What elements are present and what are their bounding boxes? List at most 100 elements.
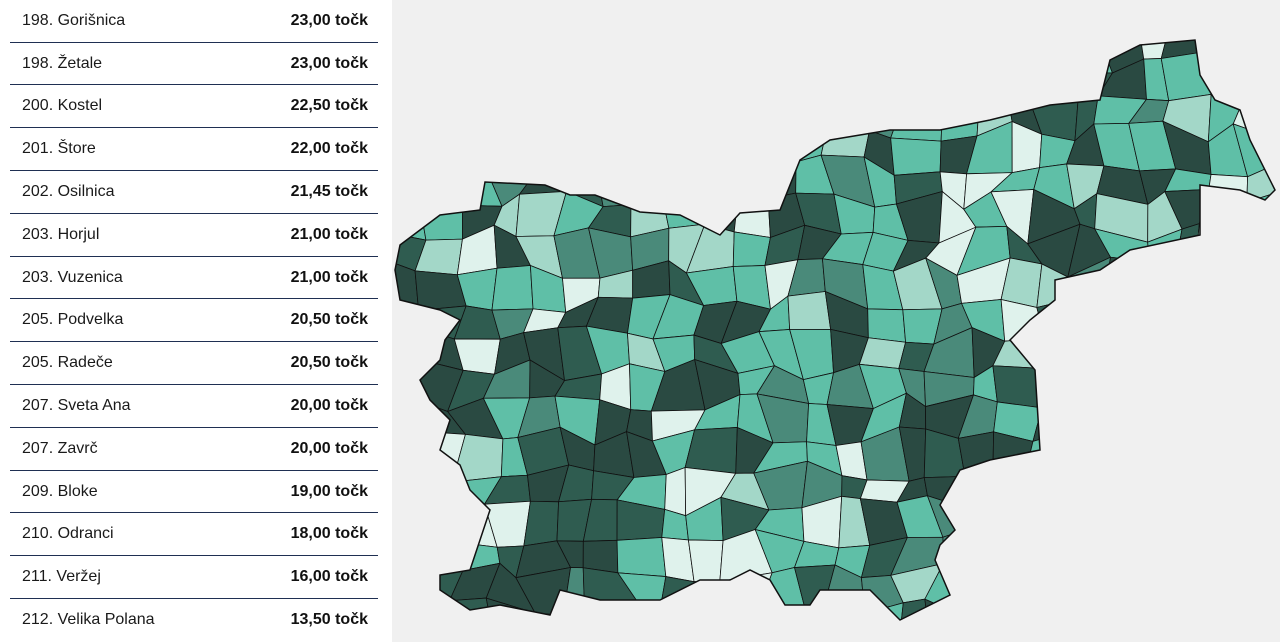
municipality <box>1174 563 1215 614</box>
municipality <box>890 137 942 176</box>
municipality <box>1234 536 1275 575</box>
municipality <box>1164 432 1208 480</box>
municipality <box>703 194 739 233</box>
municipality <box>1093 366 1142 416</box>
municipality <box>1126 607 1176 620</box>
municipality <box>1204 336 1250 381</box>
points: 21,00 točk <box>290 225 368 243</box>
municipality <box>867 308 907 343</box>
municipality <box>557 609 585 620</box>
points: 21,00 točk <box>290 268 368 286</box>
municipality <box>1204 500 1242 546</box>
municipality-name: 198. Gorišnica <box>22 11 126 29</box>
municipality <box>523 500 560 547</box>
municipality <box>1038 364 1074 409</box>
municipality <box>1198 372 1250 403</box>
municipality <box>621 156 664 206</box>
municipality <box>1136 370 1173 414</box>
ranking-list: 198. Gorišnica 23,00 točk 198. Žetale 23,00… <box>0 0 392 642</box>
municipality <box>1265 435 1275 465</box>
municipality <box>1038 603 1076 620</box>
municipality <box>719 102 769 134</box>
ranking-row: 210. Odranci 18,00 točk <box>10 514 378 557</box>
municipality <box>1064 529 1102 577</box>
municipality <box>959 40 1002 67</box>
municipality <box>1198 188 1248 236</box>
municipality <box>822 40 876 72</box>
municipality <box>1044 576 1076 617</box>
municipality-map <box>392 0 1280 642</box>
municipality <box>395 124 434 173</box>
municipality <box>1239 604 1275 620</box>
ranking-row: 212. Velika Polana 13,50 točk <box>10 599 378 642</box>
municipality-name: 203. Horjul <box>22 225 100 243</box>
municipality <box>1061 460 1109 516</box>
municipality <box>859 602 904 620</box>
municipality <box>822 607 866 620</box>
municipality <box>491 265 534 311</box>
municipality <box>804 40 836 73</box>
municipality <box>689 58 733 105</box>
municipality <box>531 124 561 177</box>
municipality <box>551 124 595 177</box>
municipality <box>481 132 534 177</box>
municipality <box>891 40 946 59</box>
municipality <box>420 97 462 126</box>
municipality <box>1064 573 1109 615</box>
municipality <box>531 40 569 68</box>
municipality <box>1063 395 1114 444</box>
municipality <box>395 536 428 577</box>
municipality <box>420 163 464 209</box>
points: 23,00 točk <box>290 11 368 29</box>
municipality <box>1003 563 1046 617</box>
municipality <box>596 40 629 69</box>
municipality <box>1238 229 1269 277</box>
municipality <box>420 61 455 108</box>
municipality <box>1231 503 1275 544</box>
municipality <box>1207 563 1250 614</box>
municipality <box>992 530 1046 578</box>
municipality <box>1108 408 1143 447</box>
municipality <box>582 539 619 574</box>
municipality-name: 207. Sveta Ana <box>22 396 131 414</box>
municipality <box>1069 295 1116 332</box>
municipality <box>1128 296 1181 346</box>
municipality <box>897 598 930 620</box>
municipality <box>395 481 430 517</box>
municipality-name: 200. Kostel <box>22 97 103 115</box>
municipality <box>1233 303 1275 338</box>
points: 19,00 točk <box>290 482 368 500</box>
points: 20,50 točk <box>290 354 368 372</box>
municipality-name: 205. Podvelka <box>22 311 124 329</box>
ranking-row: 198. Žetale 23,00 točk <box>10 43 378 86</box>
municipality <box>528 62 569 108</box>
municipality <box>1161 600 1209 620</box>
municipality <box>1100 573 1144 614</box>
municipality <box>1164 370 1205 414</box>
municipality <box>416 481 468 517</box>
municipality <box>1025 532 1075 578</box>
municipality-name: 202. Osilnica <box>22 182 115 200</box>
municipality <box>733 194 771 238</box>
municipality <box>959 497 1014 532</box>
municipality <box>629 91 664 133</box>
municipality <box>687 539 724 583</box>
municipality <box>1135 583 1180 613</box>
ranking-row: 207. Sveta Ana 20,00 točk <box>10 385 378 428</box>
municipality <box>548 63 598 109</box>
municipality <box>688 98 737 130</box>
municipality <box>395 58 422 108</box>
municipality <box>1272 372 1275 416</box>
municipality <box>1141 502 1182 551</box>
municipality <box>942 529 978 569</box>
municipality <box>548 106 594 126</box>
municipality <box>1231 463 1275 510</box>
municipality <box>395 428 430 483</box>
municipality <box>970 55 1009 109</box>
ranking-row: 200. Kostel 22,50 točk <box>10 86 378 129</box>
ranking-row: 198. Gorišnica 23,00 točk <box>10 0 378 43</box>
municipality <box>1101 443 1143 471</box>
municipality <box>855 40 898 63</box>
municipality <box>699 40 740 62</box>
